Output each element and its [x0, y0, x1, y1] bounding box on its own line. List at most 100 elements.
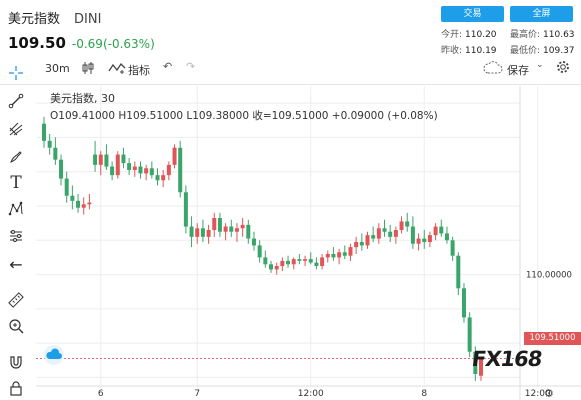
candle-body — [399, 221, 404, 230]
candle-body — [479, 358, 483, 376]
candle-body — [183, 192, 188, 227]
current-price-tag: 109.51000 — [524, 332, 581, 345]
candle-body — [246, 224, 251, 239]
cloud-status-icon[interactable] — [44, 345, 64, 365]
stat-open: 今开: 110.20 — [441, 30, 497, 40]
indicators-icon[interactable] — [108, 61, 126, 78]
candle-body — [286, 260, 291, 265]
stat-prev-close: 昨收: 110.19 — [441, 46, 497, 56]
candle-body — [42, 123, 46, 141]
pattern-icon[interactable] — [6, 199, 26, 219]
candle-body — [172, 147, 177, 165]
candle-body — [444, 233, 449, 241]
toolbar-divider — [0, 84, 581, 85]
candle-body — [388, 231, 393, 237]
candle-body — [81, 204, 86, 208]
candle-body — [240, 224, 245, 229]
candle-body — [115, 154, 120, 176]
candle-type-icon[interactable] — [82, 61, 94, 78]
brush-icon[interactable] — [6, 147, 26, 167]
measure-icon[interactable] — [6, 226, 26, 246]
candle-body — [410, 226, 415, 244]
candle-body — [223, 226, 228, 232]
indicators-button[interactable]: 指标 — [128, 64, 150, 77]
save-button[interactable]: 保存 — [507, 64, 529, 77]
candle-body — [76, 200, 81, 208]
candle-body — [93, 154, 98, 165]
candle-body — [47, 140, 52, 148]
candle-body — [70, 195, 75, 201]
candle-body — [348, 247, 353, 256]
cloud-icon[interactable] — [483, 61, 503, 77]
back-arrow-icon[interactable]: ← — [9, 254, 23, 274]
candle-body — [354, 242, 359, 248]
candle-body — [87, 202, 92, 205]
chart-toolbar: 30m 指标 ↶ ↷ 保存 ⌄ — [0, 60, 581, 80]
axis-settings-gear-icon: ⚙ — [544, 387, 554, 400]
candle-body — [416, 238, 421, 244]
candle-body — [127, 163, 132, 170]
candle-body — [144, 168, 149, 174]
fx168-watermark: FX168 — [470, 347, 544, 371]
candle-body — [110, 166, 115, 176]
pitchfork-icon[interactable] — [6, 119, 26, 139]
candle-body — [64, 178, 69, 196]
stat-high: 最高价: 110.63 — [510, 30, 575, 40]
candle-body — [178, 147, 183, 193]
candle-body — [456, 255, 461, 289]
candle-body — [376, 228, 381, 239]
y-tick-label: 110.00000 — [526, 271, 572, 281]
trend-line-icon[interactable] — [6, 91, 26, 111]
trade-button[interactable]: 交易 — [441, 6, 504, 22]
candle-body — [320, 257, 325, 266]
candle-body — [427, 235, 432, 242]
candle-body — [257, 245, 262, 258]
settings-gear-icon[interactable] — [556, 60, 570, 77]
candle-body — [297, 259, 302, 261]
chart-legend-symbol: 美元指数, 30 — [50, 92, 115, 105]
candle-body — [161, 175, 166, 181]
candle-body — [212, 218, 217, 230]
candle-body — [229, 226, 234, 232]
candle-body — [189, 226, 194, 237]
save-chevron-down-icon[interactable]: ⌄ — [536, 60, 544, 70]
redo-icon[interactable]: ↷ — [186, 60, 196, 73]
undo-icon[interactable]: ↶ — [163, 60, 173, 73]
price-chart[interactable]: 6 7 12:00 8 12:00 110.00000 ⚙ — [36, 86, 581, 400]
candle-body — [251, 238, 256, 246]
interval-selector[interactable]: 30m — [45, 62, 70, 75]
candle-body — [365, 235, 370, 246]
x-tick-label: 12:00 — [525, 389, 551, 399]
candle-body — [280, 260, 285, 266]
x-tick-label: 12:00 — [298, 389, 324, 399]
magnet-icon[interactable] — [6, 352, 26, 372]
text-icon[interactable]: T — [10, 173, 22, 193]
instrument-code: DINI — [74, 12, 102, 27]
candle-body — [450, 240, 455, 256]
fullscreen-button[interactable]: 全屏 — [510, 6, 573, 22]
candle-body — [314, 262, 319, 266]
candle-body — [155, 175, 160, 181]
drawing-tools-sidebar: T ← — [0, 60, 32, 400]
candle-body — [269, 264, 274, 270]
candle-body — [121, 154, 126, 164]
candle-body — [59, 159, 64, 179]
candle-body — [473, 351, 478, 374]
ruler-icon[interactable] — [6, 290, 26, 310]
instrument-title: 美元指数 DINI — [8, 8, 101, 27]
lock-icon[interactable] — [6, 378, 26, 398]
instrument-name: 美元指数 — [8, 12, 61, 27]
price-change: -0.69(-0.63%) — [71, 37, 155, 51]
candle-body — [461, 288, 466, 318]
crosshair-icon[interactable] — [6, 63, 26, 83]
zoom-in-icon[interactable] — [6, 316, 26, 336]
candle-body — [200, 228, 205, 237]
candle-body — [308, 259, 313, 263]
candle-body — [98, 154, 103, 165]
candle-body — [337, 252, 342, 258]
candle-body — [217, 218, 222, 232]
candle-body — [303, 259, 308, 261]
candle-body — [371, 235, 376, 239]
candle-body — [206, 230, 211, 237]
candle-body — [382, 228, 387, 232]
